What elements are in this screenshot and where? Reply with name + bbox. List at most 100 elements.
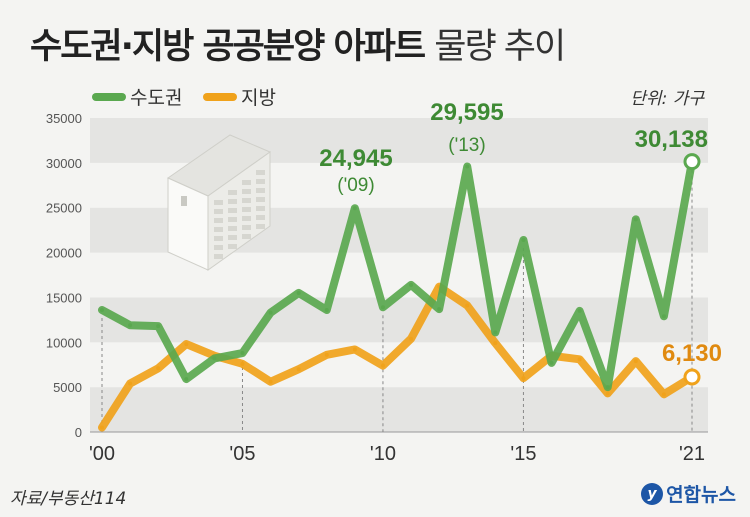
building-window [214, 254, 223, 259]
data-point [465, 164, 470, 169]
data-point [493, 341, 498, 346]
y-tick-label: 25000 [46, 201, 82, 216]
chart-title: 수도권·지방 공공분양 아파트 물량 추이 [30, 18, 730, 69]
building-window [256, 197, 265, 202]
source-note: 자료/부동산114 [10, 489, 127, 509]
end-marker-regional [683, 368, 701, 386]
end-marker-capital [683, 153, 701, 171]
y-tick-label: 15000 [46, 290, 82, 305]
building-window [242, 207, 251, 212]
building-window [214, 236, 223, 241]
x-tick-label: '21 [679, 443, 705, 465]
data-point [380, 363, 385, 368]
callout-2021-capital: 30,138 [635, 126, 708, 153]
data-point [128, 323, 133, 328]
building-window [228, 235, 237, 240]
building-window [228, 217, 237, 222]
callout-2013-year: ('13) [448, 135, 485, 156]
callout-2009-value: 24,945 [319, 145, 392, 172]
building-window [214, 227, 223, 232]
data-point [661, 314, 666, 319]
building-window [242, 234, 251, 239]
credit-logo: y 연합뉴스 [641, 480, 736, 507]
series-lines [98, 153, 701, 432]
y-tick-label: 5000 [53, 380, 82, 395]
data-point [100, 307, 104, 312]
grid-band [90, 118, 708, 163]
x-tick-label: '15 [510, 443, 536, 465]
series-line-capital [98, 157, 696, 392]
building-window [228, 208, 237, 213]
x-tick-label: '10 [370, 443, 396, 465]
data-point [521, 376, 526, 381]
callout-2021-regional: 6,130 [662, 340, 722, 367]
callout-2013-value: 29,595 [430, 99, 503, 126]
unit-label: 단위: 가구 [630, 89, 705, 109]
building-window [242, 198, 251, 203]
data-point [296, 290, 301, 295]
agency-logo-icon: y [641, 482, 664, 505]
callouts: 24,945 ('09) 29,595 ('13) 30,138 6,130 [319, 99, 722, 367]
grid-band [90, 387, 708, 432]
legend-label-capital: 수도권 [130, 87, 182, 109]
building-window [256, 206, 265, 211]
x-axis-tick-labels: '00 '05 '10 '15 '21 [89, 443, 705, 465]
grid-band [90, 297, 708, 343]
x-guide-lines [101, 169, 693, 432]
data-point [549, 360, 554, 365]
legend: 수도권 지방 [92, 87, 276, 109]
y-tick-label: 10000 [46, 335, 82, 350]
data-point [577, 308, 582, 313]
y-tick-label: 30000 [46, 156, 82, 171]
building-window [256, 188, 265, 193]
data-point [605, 391, 610, 396]
building-window [214, 218, 223, 223]
data-point [521, 238, 526, 243]
x-tick-label: '05 [229, 443, 255, 465]
data-point [324, 352, 329, 357]
building-icon [166, 134, 272, 271]
data-point [296, 367, 301, 372]
series-line-regional [98, 282, 696, 432]
data-point [409, 282, 414, 287]
data-point [268, 310, 273, 315]
x-tick-label: '00 [89, 443, 115, 465]
data-point [352, 347, 357, 352]
data-point [633, 217, 638, 222]
y-tick-label: 20000 [46, 246, 82, 261]
data-point [240, 361, 245, 366]
data-point [605, 385, 610, 390]
data-point [324, 307, 329, 312]
building-window [228, 190, 237, 195]
building-window [228, 226, 237, 231]
building-window [256, 215, 265, 220]
y-axis-tick-labels: 0 5000 10000 15000 20000 25000 30000 35000 [46, 111, 82, 440]
building-window [228, 244, 237, 249]
data-point [240, 351, 245, 356]
building-window [214, 209, 223, 214]
legend-label-regional: 지방 [241, 87, 276, 109]
y-tick-label: 35000 [46, 111, 82, 126]
data-point [465, 303, 470, 308]
data-point [493, 330, 498, 335]
building-window [242, 180, 251, 185]
y-tick-label: 0 [75, 425, 82, 440]
data-point [409, 336, 414, 341]
building-window [214, 200, 223, 205]
chart-title-main: 수도권·지방 공공분양 아파트 [30, 27, 426, 67]
chart-title-sub: 물량 추이 [434, 27, 566, 67]
data-point [577, 357, 582, 362]
data-point [156, 366, 161, 371]
building-window [256, 224, 265, 229]
callout-2009-year: ('09) [337, 175, 374, 196]
data-point [100, 425, 104, 430]
data-point [268, 379, 273, 384]
building-window [256, 179, 265, 184]
building-window [242, 189, 251, 194]
building-window [228, 199, 237, 204]
agency-name: 연합뉴스 [666, 484, 736, 506]
data-point [633, 359, 638, 364]
building-window [242, 216, 251, 221]
data-point [212, 356, 217, 361]
